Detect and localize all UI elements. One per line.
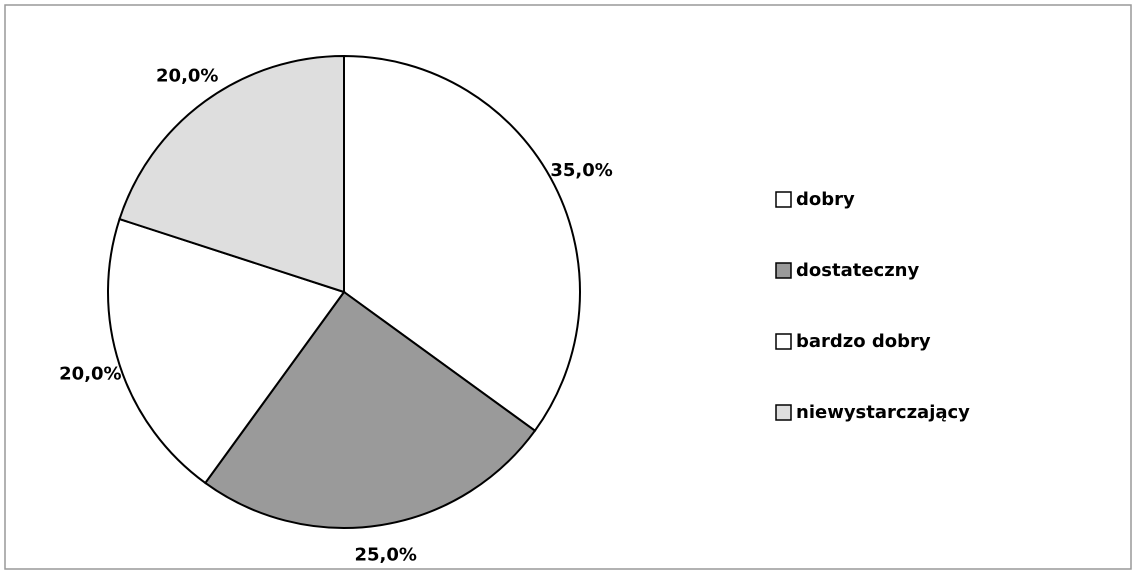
data-label: 20,0%	[156, 65, 218, 86]
legend-label: bardzo dobry	[796, 331, 931, 352]
legend-swatch	[775, 191, 792, 208]
data-label: 25,0%	[354, 544, 416, 565]
legend-swatch	[775, 262, 792, 279]
pie-slice	[343, 54, 581, 433]
legend-swatch	[775, 333, 792, 350]
legend-label: dobry	[796, 189, 855, 210]
pie-slice	[203, 290, 537, 529]
legend-label: dostateczny	[796, 260, 919, 281]
pie-slice	[107, 217, 346, 485]
legend-swatch	[775, 404, 792, 421]
data-label: 35,0%	[550, 160, 612, 181]
data-label: 20,0%	[59, 363, 121, 384]
pie-slice	[118, 54, 345, 294]
legend-label: niewystarczający	[796, 402, 970, 423]
